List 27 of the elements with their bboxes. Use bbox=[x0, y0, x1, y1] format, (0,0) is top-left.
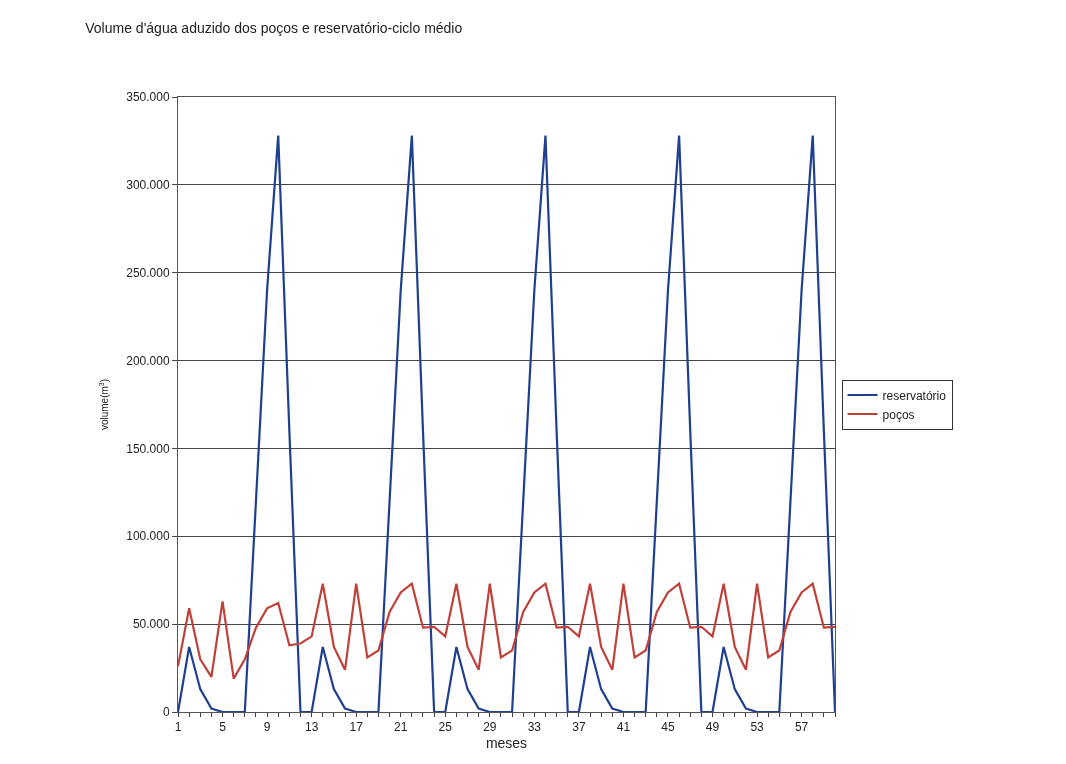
x-tick-label: 29 bbox=[483, 720, 497, 735]
x-tick-label: 41 bbox=[616, 720, 631, 735]
x-tick-label: 1 bbox=[174, 720, 182, 735]
x-axis-title: meses bbox=[485, 734, 528, 751]
x-tick-label: 49 bbox=[705, 720, 720, 735]
y-tick-label: 150.000 bbox=[126, 441, 170, 456]
x-tick-label: 57 bbox=[794, 720, 809, 735]
x-tick-label: 25 bbox=[438, 720, 453, 735]
x-tick-label: 9 bbox=[263, 720, 271, 735]
y-tick-label: 250.000 bbox=[126, 265, 170, 280]
chart-title: Volume d'água aduzido dos poços e reservatório-ciclo médio bbox=[85, 19, 463, 36]
y-tick-label: 100.000 bbox=[126, 529, 170, 544]
x-tick-label: 37 bbox=[572, 720, 586, 735]
x-tick-label: 21 bbox=[394, 720, 408, 735]
y-tick-label: 350.000 bbox=[126, 90, 170, 105]
x-tick-label: 13 bbox=[304, 720, 319, 735]
x-tick-label: 45 bbox=[661, 720, 675, 735]
y-tick-label: 300.000 bbox=[126, 178, 170, 193]
legend-label: poços bbox=[882, 407, 915, 422]
legend-label: reservatório bbox=[882, 388, 947, 403]
y-tick-label: 200.000 bbox=[126, 353, 170, 368]
y-tick-label: 50.000 bbox=[132, 617, 170, 632]
x-tick-label: 53 bbox=[750, 720, 765, 735]
x-tick-label: 5 bbox=[219, 720, 227, 735]
x-tick-label: 17 bbox=[349, 720, 364, 735]
y-tick-label: 0 bbox=[162, 705, 170, 720]
x-tick-label: 33 bbox=[527, 720, 542, 735]
